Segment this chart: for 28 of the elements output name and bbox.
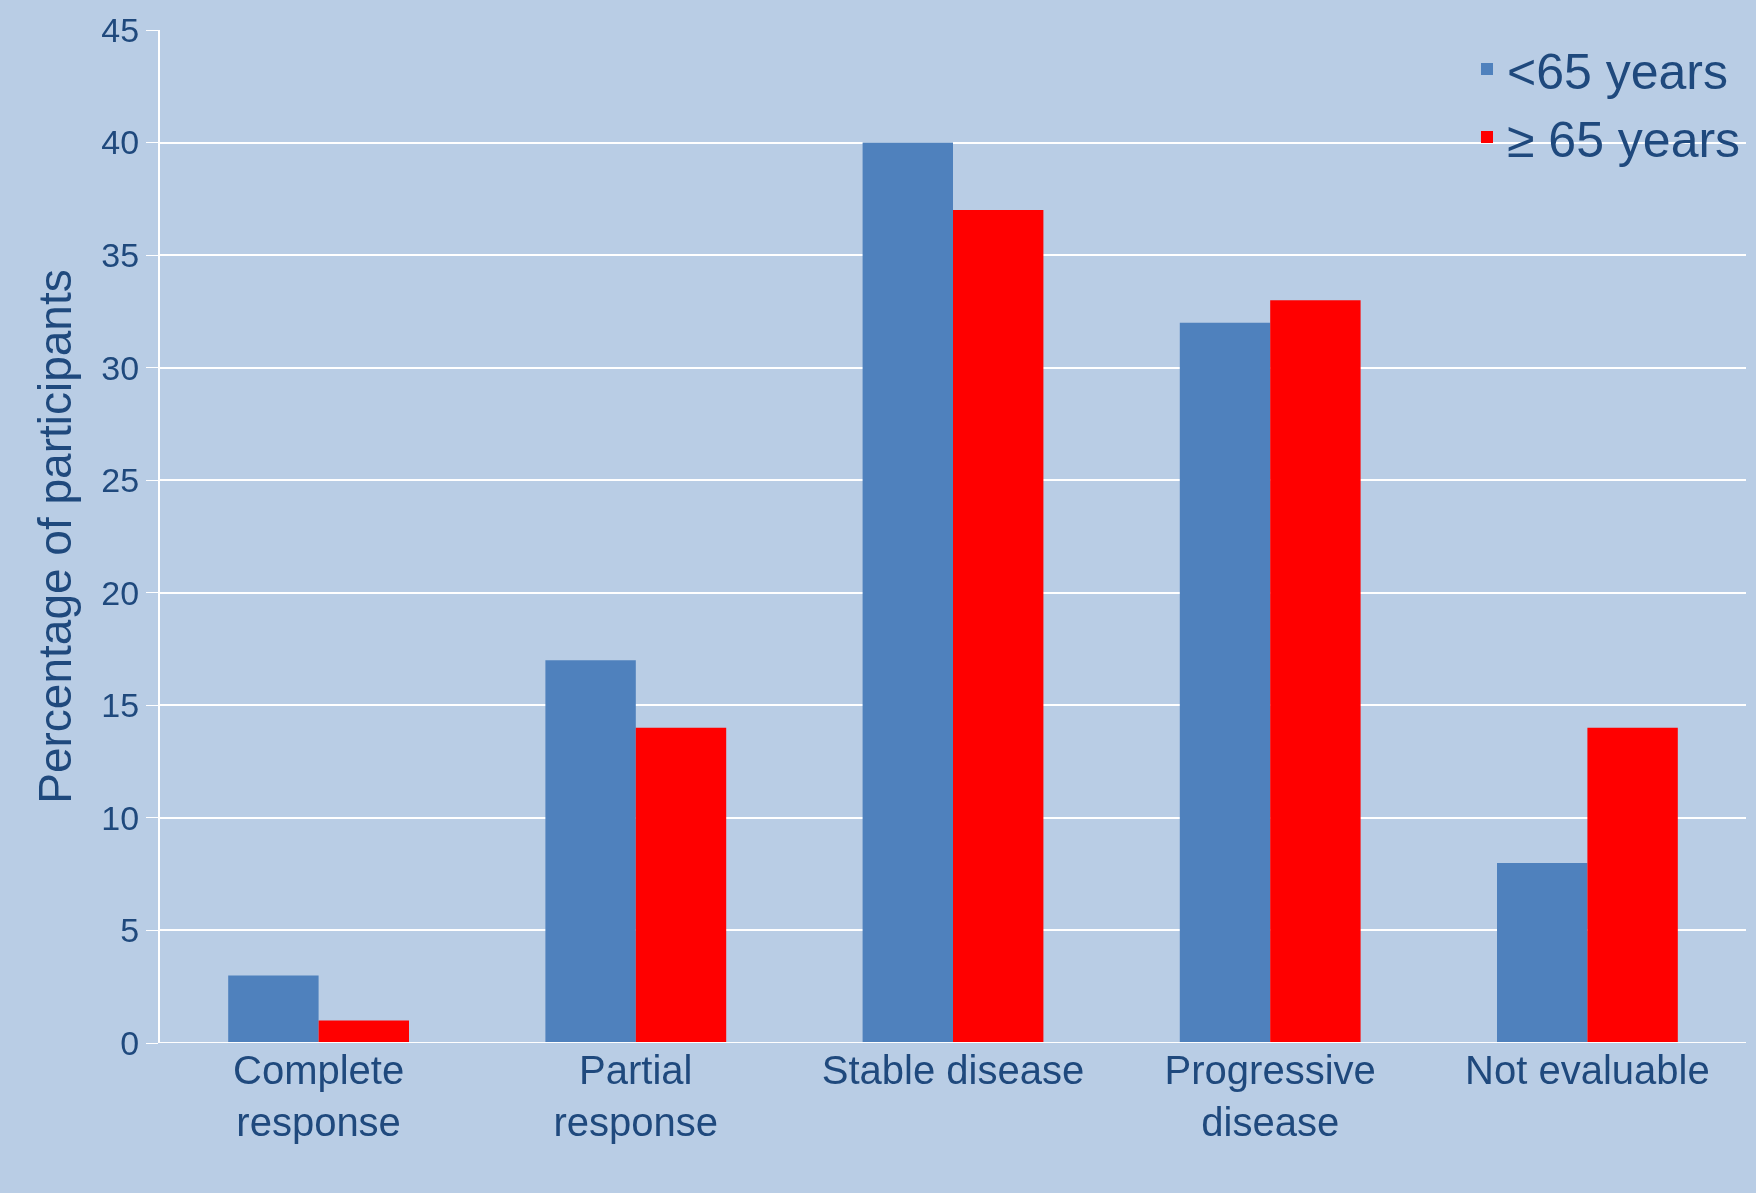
x-tick-label: Stable disease xyxy=(821,1048,1085,1092)
x-tick-label: Partial response xyxy=(553,1048,719,1144)
bar xyxy=(953,210,1044,1043)
bar xyxy=(228,975,319,1043)
y-tick-label: 20 xyxy=(101,573,140,612)
bar xyxy=(1179,322,1271,1043)
y-tick-label: 40 xyxy=(101,123,140,162)
y-tick-label: 10 xyxy=(101,798,140,837)
y-tick-label: 30 xyxy=(101,348,140,387)
bar xyxy=(545,660,636,1043)
bar xyxy=(635,727,727,1043)
y-tick-label: 0 xyxy=(120,1023,140,1062)
bar xyxy=(1270,300,1361,1043)
y-tick-label: 15 xyxy=(101,686,140,725)
x-tick-label: Complete response xyxy=(233,1048,405,1144)
legend-label: ≥ 65 years xyxy=(1507,111,1741,168)
bar xyxy=(1497,862,1588,1043)
y-tick-label: 25 xyxy=(101,461,140,500)
y-tick-label: 35 xyxy=(101,236,140,275)
legend-label: <65 years xyxy=(1507,43,1728,100)
y-axis-title: Percentage of participants xyxy=(29,269,82,804)
y-tick-label: 5 xyxy=(120,911,140,950)
bar xyxy=(862,142,953,1043)
x-tick-label: Not evaluable xyxy=(1465,1048,1710,1092)
x-tick-label: Progressive disease xyxy=(1164,1048,1376,1144)
bar xyxy=(318,1020,409,1043)
y-tick-label: 45 xyxy=(101,10,140,49)
bar xyxy=(1587,727,1678,1043)
